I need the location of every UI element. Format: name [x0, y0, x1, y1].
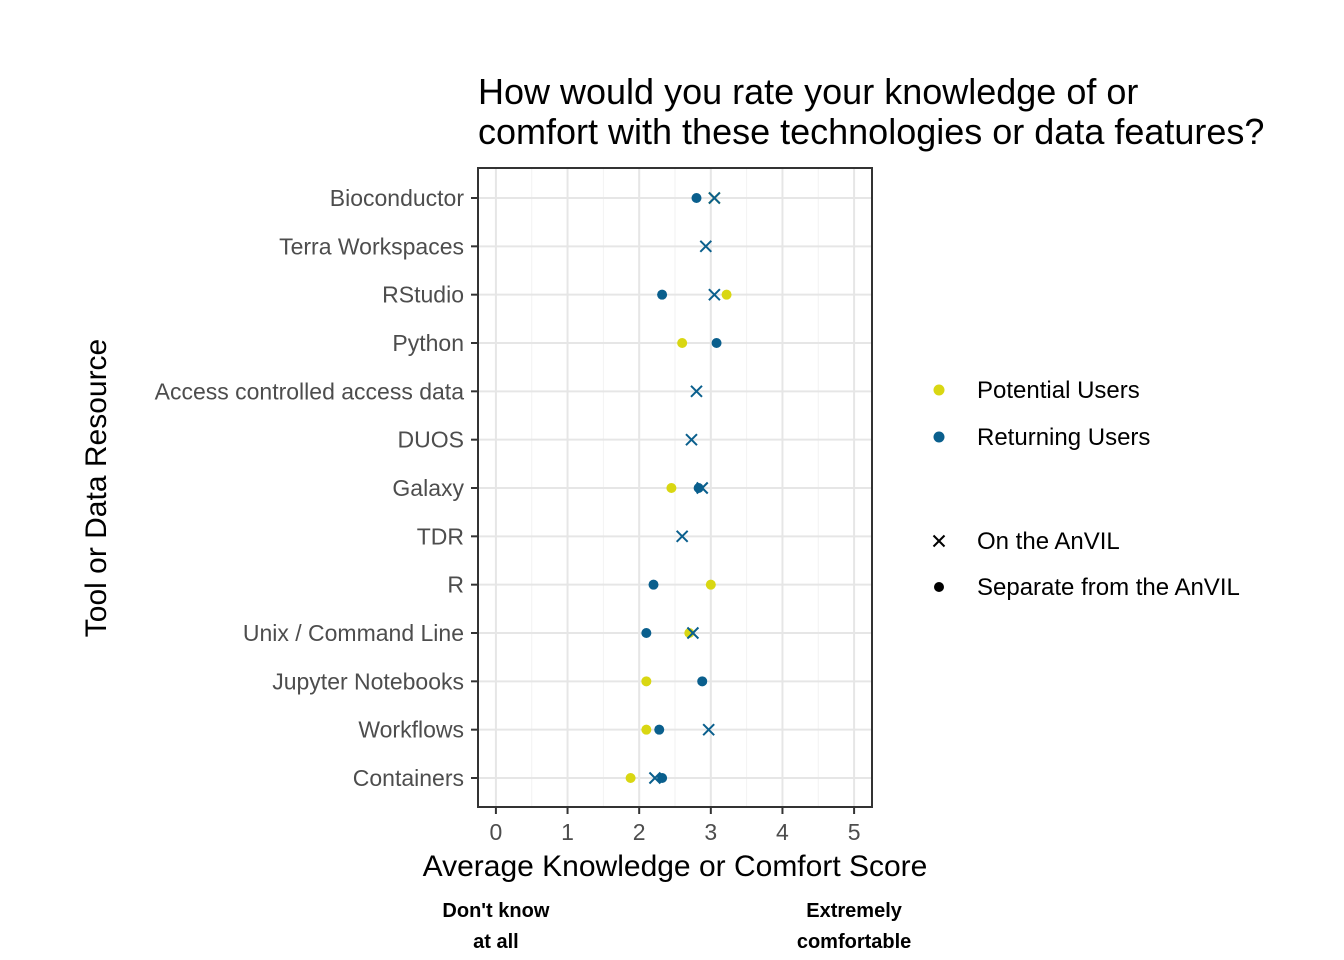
- data-point: [708, 191, 721, 205]
- y-tick-label: Workflows: [358, 717, 464, 743]
- legend-color-label: Returning Users: [977, 424, 1150, 451]
- data-point: [657, 289, 668, 300]
- legend-color-key: [933, 431, 945, 443]
- y-tick-label: Galaxy: [392, 475, 464, 501]
- legend-shape-key: [932, 534, 946, 548]
- legend: Potential Users Returning Users On the AnV…: [932, 377, 1240, 601]
- x-tick-label: 3: [704, 819, 717, 845]
- data-point: [699, 240, 713, 253]
- data-point: [657, 773, 668, 783]
- data-point: [625, 773, 636, 783]
- legend-color-key: [933, 384, 945, 396]
- y-tick-label: Bioconductor: [330, 185, 465, 211]
- y-tick-label: DUOS: [398, 427, 464, 453]
- data-point: [654, 724, 665, 735]
- y-tick-label: Python: [392, 330, 464, 356]
- y-tick-label: TDR: [417, 523, 464, 549]
- x-anchor-label: at all: [473, 931, 519, 953]
- data-points: [625, 191, 732, 785]
- data-point: [711, 338, 722, 348]
- y-tick-label: Terra Workspaces: [279, 233, 464, 259]
- y-tick-label: RStudio: [382, 282, 464, 308]
- data-point: [641, 724, 652, 735]
- x-tick-label: 2: [633, 819, 646, 845]
- data-point: [705, 579, 716, 590]
- x-anchor-labels: Don't know at all Extremely comfortable: [442, 900, 911, 953]
- legend-color-label: Potential Users: [977, 377, 1140, 404]
- data-point: [697, 676, 708, 687]
- data-point: [690, 385, 703, 398]
- data-point: [677, 338, 688, 348]
- x-tick-label: 1: [561, 819, 574, 845]
- data-point: [648, 771, 662, 785]
- y-tick-label: Unix / Command Line: [243, 620, 464, 646]
- data-point: [666, 483, 677, 493]
- x-tick-label: 5: [848, 819, 861, 845]
- x-anchor-label: Don't know: [442, 900, 549, 922]
- data-point: [691, 193, 702, 203]
- data-point: [684, 628, 695, 638]
- data-point: [693, 483, 704, 493]
- data-point: [708, 288, 721, 301]
- legend-shape-key: [934, 582, 944, 592]
- y-axis: Bioconductor Terra Workspaces RStudio Pytho…: [155, 185, 478, 791]
- data-point: [721, 289, 732, 300]
- data-point: [648, 579, 659, 590]
- data-point: [641, 628, 652, 638]
- x-tick-label: 0: [490, 819, 503, 845]
- y-tick-label: Jupyter Notebooks: [272, 668, 464, 694]
- x-axis: 0 1 2 3 4 5: [490, 807, 861, 845]
- y-tick-label: Access controlled access data: [155, 378, 465, 404]
- data-point: [702, 723, 715, 736]
- y-axis-title: Tool or Data Resource: [80, 339, 113, 637]
- legend-shape-label: On the AnVIL: [977, 528, 1120, 555]
- x-tick-label: 4: [776, 819, 789, 845]
- data-point: [696, 481, 709, 495]
- x-anchor-label: comfortable: [797, 931, 911, 953]
- chart-title-line-2: comfort with these technologies or data …: [478, 111, 1264, 152]
- x-anchor-label: Extremely: [806, 900, 902, 922]
- chart-title-line-1: How would you rate your knowledge of or: [478, 71, 1138, 112]
- data-point: [675, 530, 689, 543]
- data-point: [686, 626, 700, 640]
- data-point: [641, 676, 652, 687]
- y-tick-label: Containers: [353, 765, 464, 791]
- x-axis-title: Average Knowledge or Comfort Score: [423, 850, 928, 883]
- data-point: [685, 433, 698, 446]
- legend-shape-label: Separate from the AnVIL: [977, 574, 1240, 601]
- y-tick-label: R: [447, 572, 464, 598]
